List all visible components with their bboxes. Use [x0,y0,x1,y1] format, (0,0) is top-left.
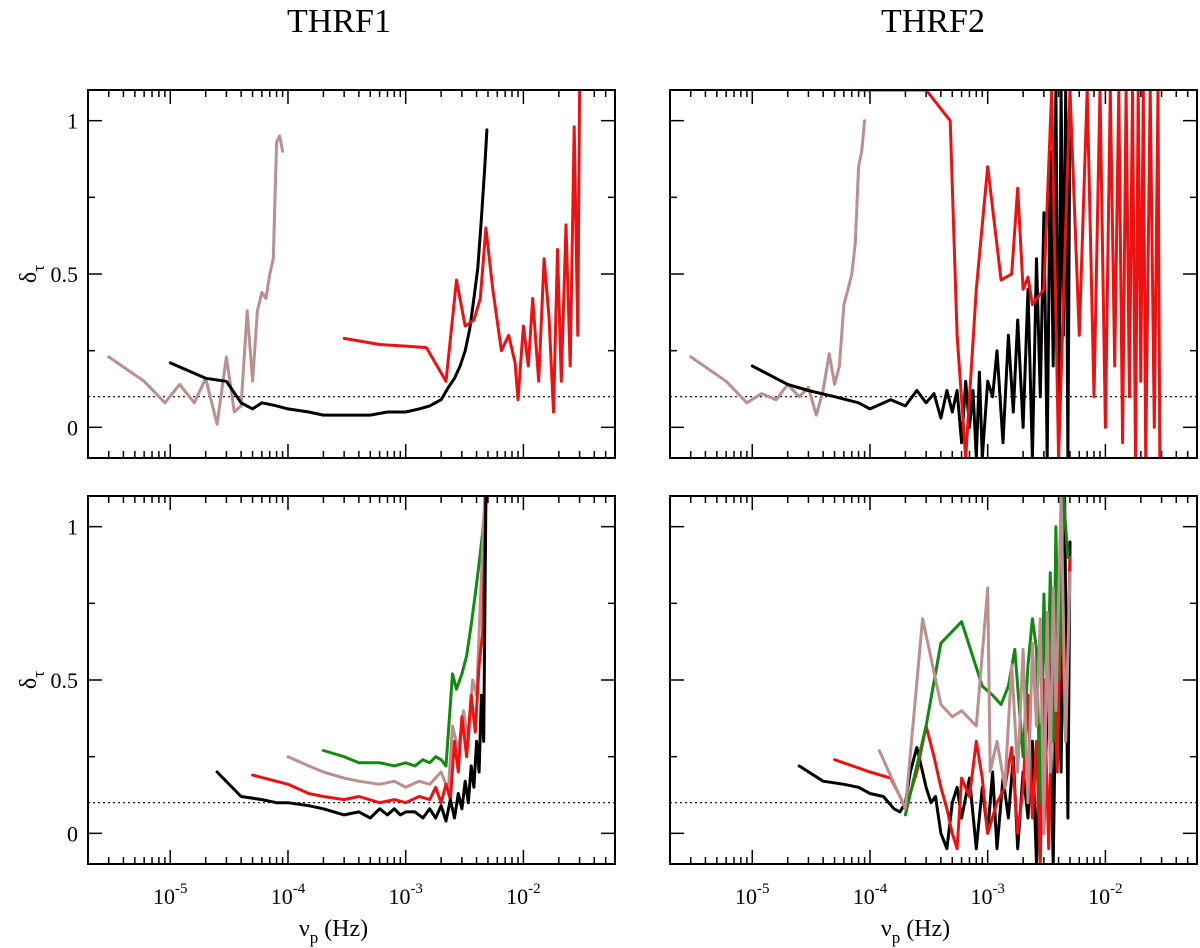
series-line-brown [286,496,487,792]
y-tick-label: 0 [67,821,78,846]
plot-frame [669,495,1198,865]
y-tick-label: 0.5 [51,262,79,287]
x-axis-label-main: ν [299,916,310,942]
y-axis-label: δτ [16,671,48,689]
x-tick-exponent: -4 [293,881,306,897]
panel-1: 0 0.5 1 δτ [16,89,616,459]
column-title-thrf1: THRF1 [287,3,391,40]
x-tick-base: 10 [735,884,757,909]
series-group [107,90,582,426]
series-line-black [168,128,489,417]
x-axis-label-main: ν [881,916,892,942]
x-tick-exponent: -3 [992,881,1005,897]
x-tick-base: 10 [853,884,875,909]
x-axis-label-sub: p [892,928,901,947]
x-tick-base: 10 [506,884,528,909]
y-tick-label: 0.5 [51,668,79,693]
x-tick-exponent: -5 [757,881,770,897]
y-tick-label: 1 [67,109,78,134]
series-line-red [857,90,1162,458]
x-tick-base: 10 [153,884,175,909]
series-line-black [215,496,488,823]
series-line-red [342,90,582,414]
series-line-brown [689,119,867,417]
x-axis-label-units: (Hz) [900,916,950,942]
y-axis-label-sub: τ [29,671,48,678]
x-tick-label: 10-5 [735,881,770,909]
y-axis-label: δτ [16,265,48,283]
x-tick-label: 10-2 [506,881,541,909]
y-tick-label: 1 [67,515,78,540]
x-tick-exponent: -4 [875,881,888,897]
x-tick-base: 10 [271,884,293,909]
x-axis-label-units: (Hz) [318,916,368,942]
series-line-green [321,496,488,768]
series-line-brown [877,496,1072,835]
series-group [689,90,1162,458]
x-axis-label-sub: p [310,928,319,947]
series-group [215,496,488,823]
y-axis-label-sub: τ [29,265,48,272]
column-title-thrf2: THRF2 [881,3,985,40]
panel-2 [669,89,1198,459]
panel-4: 10-5 10-4 10-3 10-2νp (Hz) [669,495,1198,947]
x-tick-label: 10-3 [388,881,423,909]
x-tick-base: 10 [970,884,992,909]
x-tick-base: 10 [388,884,410,909]
x-tick-label: 10-3 [970,881,1005,909]
plot-frame [669,89,1198,459]
x-tick-exponent: -3 [410,881,423,897]
x-tick-exponent: -5 [175,881,188,897]
x-tick-exponent: -2 [528,881,541,897]
series-line-red [251,496,488,805]
x-tick-base: 10 [1088,884,1110,909]
x-tick-label: 10-5 [153,881,188,909]
y-axis-label-main: δ [16,272,42,283]
x-tick-label: 10-2 [1088,881,1123,909]
y-tick-label: 0 [67,415,78,440]
series-line-brown [107,134,285,426]
y-axis-label-main: δ [16,678,42,689]
x-tick-exponent: -2 [1110,881,1123,897]
plot-frame [87,89,616,459]
x-axis-label: νp (Hz) [299,916,368,947]
series-group [797,496,1072,864]
plot-frame [87,495,616,865]
x-axis-label: νp (Hz) [881,916,950,947]
x-tick-label: 10-4 [271,881,306,909]
series-line-black [750,90,1072,458]
x-tick-label: 10-4 [853,881,888,909]
